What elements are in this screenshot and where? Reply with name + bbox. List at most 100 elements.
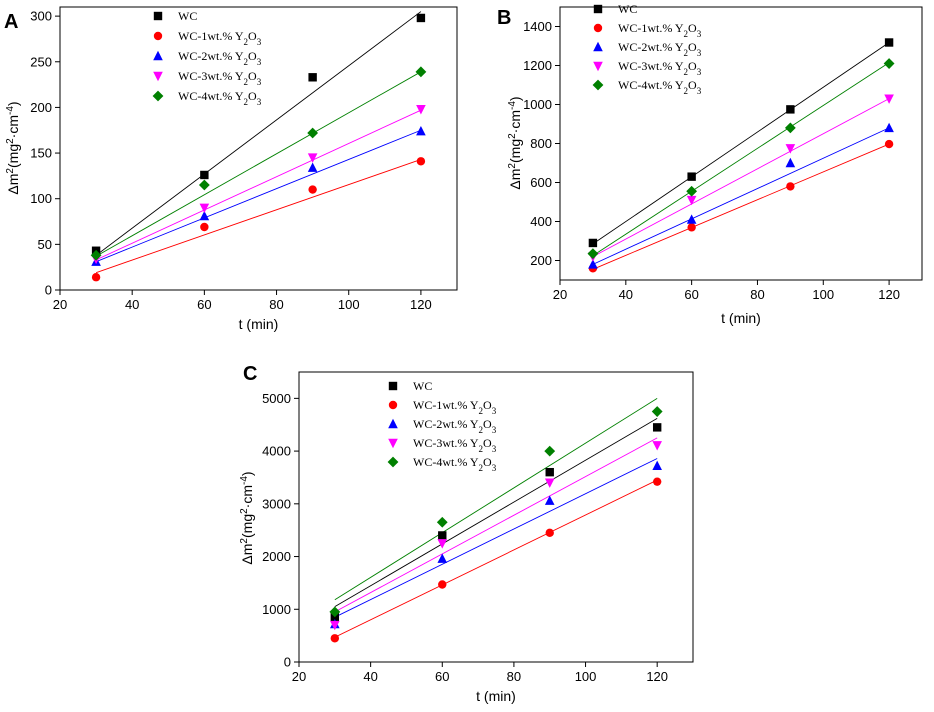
data-point-series-3 [437,539,448,549]
legend-label-series-4: WC-4wt.% Y2O3 [178,89,262,107]
legend-label-series-2: WC-2wt.% Y2O3 [413,417,497,435]
x-tick-label: 20 [292,669,306,684]
data-point-series-2 [884,122,894,133]
x-tick-label: 40 [125,297,139,312]
data-point-series-1 [687,223,696,232]
x-tick-label: 120 [878,287,900,302]
y-tick-label: 50 [38,237,52,252]
x-axis-title: t (min) [476,688,516,704]
panel-b: B 20 40 60 80 100 120 200 400 600 800 1000 1200 1400 t… [497,2,923,326]
data-point-series-4 [587,248,599,260]
legend-label-series-1: WC-1wt.% Y2O3 [618,21,702,39]
data-point-series-3 [330,620,340,631]
legend-label-series-4: WC-4wt.% Y2O3 [618,78,702,96]
fit-line-series-0 [334,418,658,608]
legend-marker-series-3 [593,61,603,72]
fit-line-series-3 [95,109,422,261]
x-tick-label: 80 [269,297,283,312]
data-point-series-1 [786,182,795,191]
data-point-series-0 [588,238,598,248]
fit-line-series-4 [95,71,422,257]
legend-marker-series-4 [592,79,604,91]
data-point-series-1 [200,222,209,232]
data-point-series-3 [686,195,697,206]
y-tick-label: 0 [284,655,291,670]
legend-marker-series-1 [388,400,398,410]
y-tick-label: 3000 [262,496,291,511]
y-tick-label: 0 [45,283,52,298]
data-point-series-1 [330,634,340,643]
data-point-series-1 [91,273,101,282]
data-point-series-2 [437,553,448,563]
panel-label: C [243,363,257,385]
data-point-series-4 [329,606,341,618]
y-tick-label: 5000 [262,391,291,406]
x-tick-label: 100 [812,287,834,302]
legend-label-series-2: WC-2wt.% Y2O3 [178,49,262,67]
data-point-series-4 [415,66,427,78]
y-tick-label: 4000 [262,444,291,459]
y-tick-label: 1200 [523,58,552,73]
x-axis-title: t (min) [721,310,761,326]
legend-marker-series-2 [388,418,398,429]
x-tick-label: 100 [338,297,360,312]
data-point-series-4 [686,185,698,197]
legend-label-series-3: WC-3wt.% Y2O3 [618,59,702,77]
fit-line-series-1 [592,143,890,270]
legend-label-series-1: WC-1wt.% Y2O3 [413,398,497,416]
data-point-series-0 [308,73,317,82]
x-tick-label: 60 [684,287,698,302]
fit-line-series-2 [592,127,890,265]
legend-marker-series-0 [388,381,398,391]
data-point-series-3 [544,478,555,488]
data-point-series-2 [686,214,697,224]
y-tick-label: 200 [530,253,552,268]
legend-marker-series-0 [593,4,603,14]
data-point-series-2 [785,157,796,168]
x-tick-label: 120 [646,669,668,684]
data-point-series-0 [687,172,696,181]
data-point-series-3 [652,441,662,451]
y-tick-label: 400 [530,214,552,229]
data-point-series-3 [416,105,426,115]
x-tick-label: 120 [410,297,432,312]
legend-label-series-0: WC [618,2,637,16]
data-point-series-4 [307,127,319,139]
y-tick-label: 600 [530,175,552,190]
data-point-series-1 [416,157,426,166]
fit-line-series-0 [592,42,890,245]
data-point-series-3 [884,94,894,104]
y-tick-label: 1400 [523,19,552,34]
y-tick-label: 200 [30,100,52,115]
fit-line-series-3 [334,437,658,613]
data-point-series-1 [884,139,894,149]
data-point-series-4 [784,122,796,134]
data-point-series-0 [438,531,447,540]
x-tick-label: 80 [507,669,521,684]
panel-a: A 20 40 60 80 100 120 0 50 100 150 200 250 300 t (min)… [4,6,458,332]
legend-marker-series-1 [593,23,603,33]
y-axis-title: Δm2(mg2·cm-4) [507,96,524,189]
y-tick-label: 300 [30,9,52,24]
x-tick-label: 40 [363,669,377,684]
y-axis-title: Δm2(mg2·cm-4) [5,101,22,194]
legend-label-series-2: WC-2wt.% Y2O3 [618,40,702,58]
fit-line-series-2 [334,458,658,618]
y-tick-label: 250 [30,54,52,69]
legend-label-series-3: WC-3wt.% Y2O3 [413,436,497,454]
data-point-series-2 [199,210,210,221]
x-tick-label: 100 [575,669,597,684]
data-point-series-4 [651,406,663,417]
legend-marker-series-2 [153,50,163,61]
x-axis-title: t (min) [239,316,279,332]
data-point-series-4 [883,58,895,69]
data-point-series-0 [652,423,662,432]
panel-c: C 20 40 60 80 100 120 0 1000 2000 3000 4000 5000 t (m… [239,363,694,704]
data-point-series-4 [544,445,556,457]
legend-marker-series-1 [153,31,163,41]
x-tick-label: 60 [197,297,211,312]
panel-label: B [497,7,511,29]
data-point-series-1 [308,185,317,194]
data-point-series-2 [307,162,318,172]
